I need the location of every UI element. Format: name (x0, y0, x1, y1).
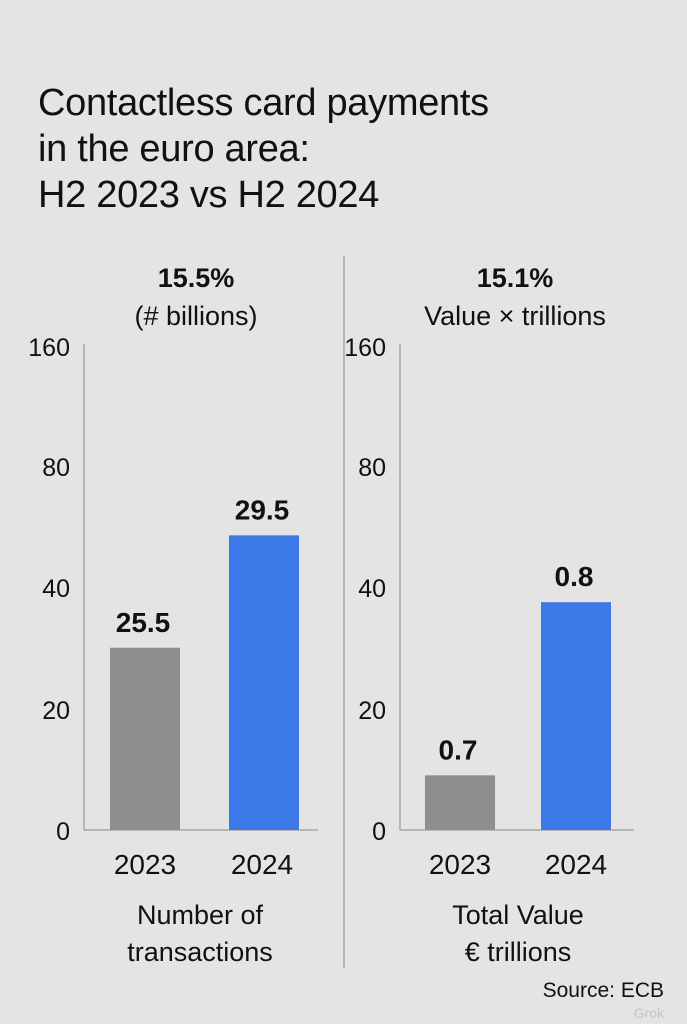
panel-headline: 15.1% (477, 263, 554, 293)
panel-transactions: 15.5% (# billions) 160 80 40 20 0 25.5 2… (28, 263, 318, 967)
bar-2023 (110, 647, 180, 830)
y-tick-label: 20 (42, 697, 70, 725)
panel-total-value: 15.1% Value × trillions 160 80 40 20 0 0… (344, 263, 634, 967)
x-axis-label: transactions (127, 937, 273, 967)
x-axis-label: Number of (137, 900, 264, 930)
panel-subtitle: Value × trillions (424, 301, 606, 331)
y-tick-label: 160 (344, 334, 386, 362)
x-axis-label: € trillions (465, 937, 572, 967)
source-note: Source: ECB (543, 979, 664, 1002)
category-label: 2024 (545, 849, 607, 880)
bar-data-label: 29.5 (235, 494, 290, 525)
y-tick-label: 0 (372, 818, 386, 846)
bar-data-label: 25.5 (116, 607, 171, 638)
bar-2024 (229, 535, 299, 830)
y-tick-label: 80 (42, 454, 70, 482)
y-tick-label: 0 (56, 818, 70, 846)
y-tick-label: 40 (42, 575, 70, 603)
category-label: 2024 (231, 849, 293, 880)
bar-2024 (541, 602, 611, 830)
watermark: Grok (634, 1005, 665, 1021)
panel-headline: 15.5% (158, 263, 235, 293)
y-tick-label: 20 (358, 697, 386, 725)
category-label: 2023 (114, 849, 176, 880)
bar-data-label: 0.7 (439, 734, 478, 765)
y-tick-label: 80 (358, 454, 386, 482)
bar-2023 (425, 775, 495, 830)
y-tick-label: 40 (358, 575, 386, 603)
chart-title: Contactless card payments in the euro ar… (38, 80, 658, 218)
title-line: H2 2023 vs H2 2024 (38, 174, 380, 216)
x-axis-label: Total Value (452, 900, 584, 930)
title-line: in the euro area: (38, 128, 310, 170)
category-label: 2023 (429, 849, 491, 880)
panel-subtitle: (# billions) (134, 301, 257, 331)
y-tick-label: 160 (28, 334, 70, 362)
title-line: Contactless card payments (38, 82, 489, 124)
bar-data-label: 0.8 (555, 561, 594, 592)
